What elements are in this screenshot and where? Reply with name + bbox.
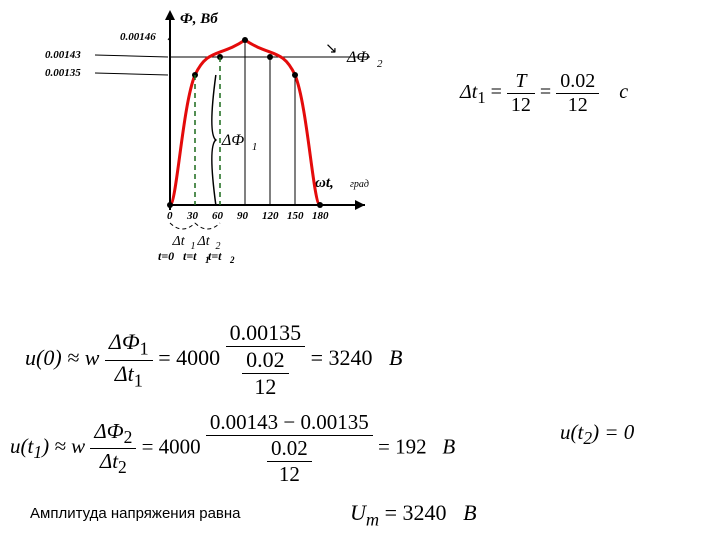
num: 0.02 [556,70,599,93]
num: 0.02 [267,436,312,461]
sub: 1 [477,88,485,107]
equation-u0: u(0) ≈ w ΔФ1 Δt1 = 4000 0.00135 0.02 12 … [25,320,402,400]
svg-text:1: 1 [252,141,257,153]
mid: = 4000 [158,345,220,370]
den: Δt [100,449,118,473]
svg-text:ΔФ: ΔФ [346,49,369,66]
num: ΔФ [109,329,140,354]
unit: B [389,345,402,370]
den: 12 [507,93,535,117]
rhs: ) = 0 [592,420,634,444]
svg-text:t=0: t=0 [158,249,174,263]
equation-ut2: u(t2) = 0 [560,420,634,449]
equation-ut1: u(t1) ≈ w ΔФ2 Δt2 = 4000 0.00143 − 0.001… [10,410,455,487]
svg-text:30: 30 [186,210,199,222]
sub: m [366,509,379,529]
lhs: u(t [560,420,583,444]
num: ΔФ [94,419,123,443]
svg-text:180: 180 [312,210,329,222]
unit: B [463,500,476,525]
num: 0.00135 [226,320,306,346]
equation-um: Um = 3240 B [350,500,477,530]
den: 12 [242,373,289,400]
svg-text:90: 90 [237,210,249,222]
sub: 2 [118,457,127,477]
num: 0.00143 − 0.00135 [206,410,373,435]
svg-text:2: 2 [229,255,235,265]
unit: c [619,81,628,103]
sub: 2 [583,428,592,448]
num: 0.02 [242,347,289,373]
lhs: U [350,500,366,525]
svg-text:120: 120 [262,210,279,222]
sub: 1 [33,443,42,463]
unit: B [442,434,455,458]
svg-text:t=t: t=t [183,249,197,263]
svg-text:0: 0 [167,210,173,222]
amplitude-text: Амплитуда напряжения равна [30,505,241,522]
lhs: u(0) ≈ w [25,345,99,370]
svg-text:150: 150 [287,210,304,222]
svg-text:ΔФ: ΔФ [221,132,244,149]
num: T [507,70,535,93]
svg-text:0.00143: 0.00143 [45,49,81,61]
rhs: = 192 [378,434,427,458]
svg-text:ωt,: ωt, [315,175,334,191]
svg-text:2: 2 [377,58,383,70]
sub: 2 [124,427,133,447]
rhs: = 3240 [311,345,373,370]
den: Δt [115,361,134,386]
svg-text:60: 60 [212,210,224,222]
lhs: ) ≈ w [42,434,85,458]
flux-chart: Ф, Вб ωt, град 0.00146 0.00143 0.00135 ↘ ΔФ 2 0 30… [40,5,400,285]
lhs: u(t [10,434,33,458]
sub: 1 [134,370,143,390]
svg-text:Ф, Вб: Ф, Вб [180,11,218,27]
svg-text:0.00146: 0.00146 [120,31,156,43]
eq-sign: = [491,81,502,103]
svg-text:Δt: Δt [172,234,186,249]
equation-delta-t1: Δt1 = T 12 = 0.02 12 c [460,70,628,117]
svg-text:t=t: t=t [208,249,222,263]
svg-text:Δt: Δt [197,234,211,249]
svg-text:↘: ↘ [325,41,338,57]
svg-text:град: град [350,179,369,190]
mid: = 4000 [142,434,201,458]
eq-sign: = [540,81,551,103]
rhs: = 3240 [379,500,446,525]
svg-text:0.00135: 0.00135 [45,67,81,79]
den: 12 [556,93,599,117]
sub: 1 [140,339,149,359]
den: 12 [267,461,312,487]
